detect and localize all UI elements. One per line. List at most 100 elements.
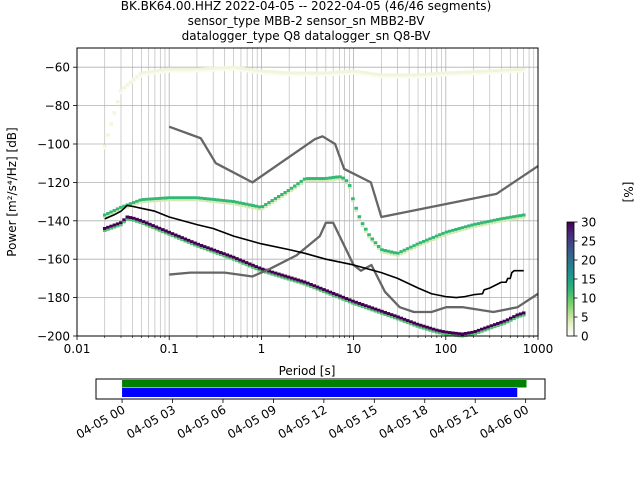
density-cell xyxy=(318,289,323,292)
density-cell xyxy=(209,66,213,70)
density-cell xyxy=(128,219,133,222)
density-cell xyxy=(480,327,484,331)
x-tick-label: 0.01 xyxy=(64,342,91,356)
density-cell xyxy=(402,251,407,254)
density-cell xyxy=(322,71,326,75)
density-cell xyxy=(309,177,313,181)
timeline-tick-label: 04-05 00 xyxy=(74,402,128,441)
density-cell xyxy=(160,199,165,202)
density-cell xyxy=(483,329,487,332)
density-cell xyxy=(322,288,326,292)
density-cell xyxy=(454,331,458,335)
density-cell xyxy=(138,221,143,224)
density-cell xyxy=(334,296,339,299)
density-cell xyxy=(483,69,487,73)
density-cell xyxy=(447,232,452,235)
density-cell xyxy=(412,324,416,327)
density-cell xyxy=(418,241,423,245)
density-cell xyxy=(502,319,507,323)
density-cell xyxy=(244,70,249,73)
density-cell xyxy=(441,330,445,334)
density-cell xyxy=(199,70,204,73)
density-cell xyxy=(515,214,520,218)
new-high-noise-model-line xyxy=(168,125,539,219)
density-cell xyxy=(347,72,352,75)
density-cell xyxy=(270,202,275,205)
density-cell xyxy=(431,327,436,331)
density-cell xyxy=(386,73,391,77)
density-cell xyxy=(144,70,149,74)
density-cell xyxy=(206,200,210,203)
density-cell xyxy=(518,67,523,71)
density-cell xyxy=(193,241,197,245)
density-cell xyxy=(428,237,433,241)
density-cell xyxy=(218,66,223,70)
density-cell xyxy=(467,331,471,335)
density-cell xyxy=(302,280,307,284)
density-cell xyxy=(128,83,133,86)
density-cell xyxy=(115,207,120,211)
density-cell xyxy=(334,178,339,181)
density-cell xyxy=(444,333,449,336)
density-cell xyxy=(434,75,439,78)
density-cell xyxy=(315,177,320,181)
density-cell xyxy=(238,66,242,70)
density-cell xyxy=(122,204,126,208)
density-cell xyxy=(180,70,184,73)
density-cell xyxy=(235,200,239,204)
density-cell xyxy=(376,308,381,312)
density-cell xyxy=(480,72,484,75)
density-cell xyxy=(360,222,365,226)
density-cell xyxy=(451,71,455,75)
density-cell xyxy=(415,322,420,326)
density-cell xyxy=(164,71,168,74)
density-cell xyxy=(489,219,494,223)
density-cell xyxy=(131,204,136,207)
density-cell xyxy=(325,289,329,293)
density-cell xyxy=(409,76,413,79)
density-cell xyxy=(296,71,300,75)
density-cell xyxy=(106,136,110,139)
density-cell xyxy=(273,70,278,74)
density-cell xyxy=(376,311,381,314)
density-cell xyxy=(444,71,449,75)
density-cell xyxy=(431,72,436,76)
timeline-tick-label: 04-05 18 xyxy=(377,402,431,441)
density-cell xyxy=(247,206,252,209)
density-cell xyxy=(164,196,168,200)
density-cell xyxy=(225,69,230,72)
density-cell xyxy=(486,69,491,73)
density-cell xyxy=(280,70,284,74)
density-cell xyxy=(396,318,400,321)
density-cell xyxy=(151,224,155,228)
density-cell xyxy=(460,226,465,230)
density-cell xyxy=(483,223,487,226)
density-cell xyxy=(496,221,500,224)
density-cell xyxy=(173,199,178,202)
density-cell xyxy=(418,323,423,327)
density-cell xyxy=(434,237,439,240)
density-cell xyxy=(376,73,381,77)
density-cell xyxy=(231,203,236,206)
density-cell xyxy=(131,80,136,83)
density-cell xyxy=(170,232,175,236)
density-cell xyxy=(264,72,268,75)
density-cell xyxy=(441,231,445,235)
density-cell xyxy=(148,197,152,201)
density-cell xyxy=(370,237,375,241)
density-cell xyxy=(364,71,368,75)
density-cell xyxy=(322,74,326,77)
density-cell xyxy=(389,253,394,256)
density-cell xyxy=(270,270,275,274)
density-cell xyxy=(344,179,349,183)
density-cell xyxy=(183,237,188,241)
density-cell xyxy=(460,332,465,336)
density-cell xyxy=(328,290,333,294)
density-cell xyxy=(351,72,355,75)
density-cell xyxy=(499,320,503,324)
density-cell xyxy=(367,71,371,75)
density-cell xyxy=(515,316,520,319)
density-cell xyxy=(505,318,510,322)
density-cell xyxy=(399,253,404,256)
density-cell xyxy=(438,236,442,239)
